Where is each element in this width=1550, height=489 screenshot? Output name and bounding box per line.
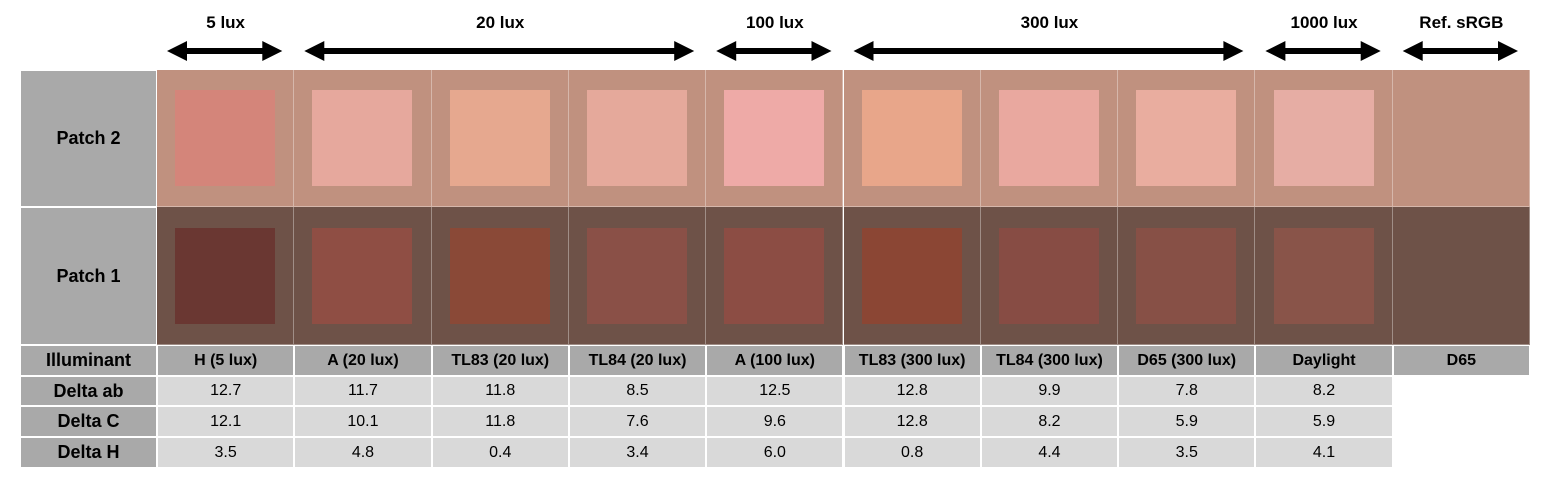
color-patch [312, 90, 413, 186]
row-label: Patch 1 [20, 207, 157, 345]
delta-cell: 11.7 [294, 376, 432, 406]
color-patch [724, 227, 825, 324]
delta-cell: 8.2 [1255, 376, 1393, 406]
delta-cell: 11.8 [431, 376, 569, 406]
color-patch [312, 227, 413, 324]
patch-cell [706, 70, 844, 207]
arrow [716, 41, 832, 61]
color-patch [861, 90, 962, 186]
delta-cell: 0.4 [431, 437, 569, 468]
color-patch [1136, 227, 1237, 324]
patch-cell [1118, 70, 1256, 207]
color-patch [1273, 90, 1374, 186]
group-header: 300 lux [1020, 13, 1079, 32]
color-patch [1136, 90, 1237, 186]
color-patch [724, 90, 825, 186]
color-patch [175, 90, 276, 186]
color-patch [449, 227, 550, 324]
patch-cell [1255, 207, 1393, 345]
illuminant-cell: D65 (300 lux) [1118, 345, 1256, 376]
delta-cell: 12.1 [157, 406, 295, 437]
delta-cell: 12.8 [843, 376, 981, 406]
group-header: 100 lux [746, 13, 804, 32]
color-patch [175, 227, 276, 324]
patch-cell [294, 70, 432, 207]
patch-cell [1392, 207, 1530, 345]
patch-cell [294, 207, 432, 345]
delta-cell: 7.8 [1118, 376, 1256, 406]
illuminant-cell: TL83 (300 lux) [843, 345, 981, 376]
color-patch [861, 227, 962, 324]
patch-cell [431, 207, 569, 345]
arrow [853, 41, 1244, 61]
color-patch [587, 227, 688, 324]
row-label: Illuminant [20, 345, 157, 376]
arrow [1265, 41, 1381, 61]
color-patch [1273, 227, 1374, 324]
patch-cell [157, 70, 295, 207]
patch-cell [568, 207, 707, 345]
patch-cell [1118, 207, 1256, 345]
delta-cell: 3.5 [157, 437, 295, 468]
patch-cell [980, 70, 1119, 207]
arrow [304, 41, 695, 61]
group-header: 1000 lux [1290, 13, 1358, 32]
illuminant-cell: A (20 lux) [294, 345, 432, 376]
delta-cell: 6.0 [706, 437, 844, 468]
patch-cell [1392, 70, 1530, 207]
row-label: Delta C [20, 406, 157, 437]
patch-cell [706, 207, 844, 345]
delta-cell: 4.1 [1255, 437, 1393, 468]
group-header: 20 lux [476, 13, 525, 32]
patch-cell [157, 207, 295, 345]
row-label: Patch 2 [20, 70, 157, 207]
delta-cell: 3.5 [1118, 437, 1256, 468]
illuminant-cell: A (100 lux) [706, 345, 844, 376]
patch-cell [1255, 70, 1393, 207]
illuminant-cell: TL83 (20 lux) [431, 345, 569, 376]
delta-cell: 8.2 [980, 406, 1119, 437]
delta-cell: 12.7 [157, 376, 295, 406]
color-patch [998, 90, 1099, 186]
delta-cell: 12.5 [706, 376, 844, 406]
patch-cell [843, 207, 981, 345]
delta-cell: 4.4 [980, 437, 1119, 468]
patch-cell [431, 70, 569, 207]
color-patch [449, 90, 550, 186]
illuminant-cell: H (5 lux) [157, 345, 295, 376]
patch-cell [568, 70, 707, 207]
delta-cell: 4.8 [294, 437, 432, 468]
patch-cell [980, 207, 1119, 345]
delta-cell: 10.1 [294, 406, 432, 437]
group-header: Ref. sRGB [1419, 13, 1504, 32]
row-label: Delta H [20, 437, 157, 468]
delta-cell: 8.5 [568, 376, 707, 406]
delta-cell: 11.8 [431, 406, 569, 437]
arrow [167, 41, 283, 61]
illuminant-cell: TL84 (20 lux) [568, 345, 707, 376]
delta-cell: 0.8 [843, 437, 981, 468]
row-label: Delta ab [20, 376, 157, 406]
color-patch [587, 90, 688, 186]
delta-cell: 5.9 [1255, 406, 1393, 437]
delta-cell: 12.8 [843, 406, 981, 437]
color-patch [998, 227, 1099, 324]
delta-cell: 3.4 [568, 437, 707, 468]
delta-cell: 5.9 [1118, 406, 1256, 437]
illuminant-cell: D65 [1392, 345, 1530, 376]
group-header: 5 lux [206, 13, 246, 32]
illuminant-cell: Daylight [1255, 345, 1393, 376]
delta-cell: 9.9 [980, 376, 1119, 406]
delta-cell: 7.6 [568, 406, 707, 437]
arrows [167, 41, 1518, 61]
delta-cell: 9.6 [706, 406, 844, 437]
patch-cell [843, 70, 981, 207]
illuminant-cell: TL84 (300 lux) [980, 345, 1119, 376]
arrow [1402, 41, 1518, 61]
